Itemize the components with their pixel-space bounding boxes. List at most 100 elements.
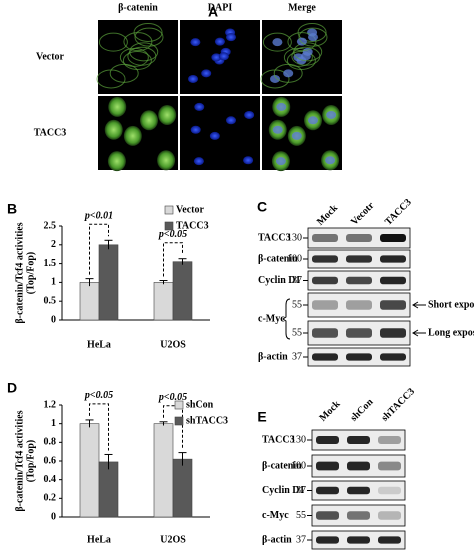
cell — [139, 110, 158, 131]
nucleus — [275, 157, 286, 166]
cell — [133, 22, 163, 42]
bar — [98, 461, 119, 518]
p-value: p<0.01 — [84, 211, 113, 222]
cell — [134, 27, 164, 47]
nucleus — [218, 52, 229, 61]
band — [378, 461, 401, 471]
p-value: p<0.05 — [158, 392, 187, 403]
nucleus — [211, 53, 222, 62]
x-tick-label: U2OS — [160, 534, 186, 545]
panel-label: A — [208, 4, 218, 20]
legend-swatch — [174, 416, 184, 426]
p-value: p<0.05 — [84, 390, 113, 401]
significance-bracket — [89, 403, 109, 451]
legend-swatch — [174, 400, 184, 410]
marker-label: 55 — [292, 299, 302, 310]
cell — [273, 63, 303, 83]
bar — [79, 282, 100, 321]
nucleus — [272, 38, 283, 47]
nucleus — [226, 33, 237, 42]
bar — [79, 423, 100, 518]
band — [312, 328, 338, 338]
nucleus — [214, 37, 225, 46]
legend-label: shCon — [186, 399, 214, 410]
band — [347, 511, 370, 520]
marker-label: 37 — [296, 534, 306, 545]
nucleus — [276, 102, 287, 111]
exposure-label: Short exposure — [428, 299, 474, 310]
y-tick-label: 1.2 — [44, 399, 57, 410]
significance-bracket — [163, 405, 183, 449]
protein-label: Cyclin D1 — [262, 485, 305, 496]
nucleus — [307, 116, 318, 125]
significance-bracket — [89, 223, 109, 275]
protein-label: β-catenin — [262, 460, 302, 471]
y-tick-label: 0.4 — [44, 474, 57, 485]
band — [380, 234, 406, 242]
nucleus — [283, 69, 294, 78]
band — [380, 328, 406, 338]
band — [312, 234, 338, 242]
error-bar — [85, 419, 94, 428]
brace — [282, 298, 291, 340]
cell — [104, 119, 123, 140]
y-axis-label: β-catenin/Tcf4 activities — [14, 410, 25, 511]
band — [312, 353, 338, 361]
protein-label: TACC3 — [258, 232, 291, 243]
panel-label: B — [7, 201, 17, 217]
marker-label: 55 — [292, 327, 302, 338]
band — [346, 276, 372, 285]
protein-label: c-Myc — [262, 510, 289, 521]
arrow — [412, 329, 426, 337]
band — [378, 436, 401, 444]
marker-label: 100 — [291, 460, 306, 471]
lane-label: shCon — [348, 396, 375, 423]
band — [378, 486, 401, 495]
cell — [298, 27, 328, 47]
band — [312, 300, 338, 310]
band — [380, 353, 406, 361]
band — [347, 436, 370, 444]
cell — [98, 32, 128, 52]
nucleus — [325, 156, 336, 165]
nucleus — [300, 52, 311, 61]
cell — [108, 96, 127, 117]
column-header: DAPI — [208, 2, 233, 13]
panel-label: E — [257, 409, 266, 425]
arrow — [412, 301, 426, 309]
cell — [287, 32, 317, 52]
legend-label: shTACC3 — [186, 415, 228, 426]
marker-label: 37 — [296, 485, 306, 496]
band — [316, 436, 339, 444]
error-bar — [104, 239, 113, 250]
band — [347, 461, 370, 471]
lane-label: Mock — [315, 202, 340, 227]
y-axis-label: (Top/Fop) — [25, 440, 36, 482]
nucleus — [225, 116, 236, 125]
nucleus — [188, 74, 199, 83]
nucleus — [272, 125, 283, 134]
exposure-label: Long exposure — [428, 327, 474, 338]
y-axis-label: β-catenin/Tcf4 activities — [14, 222, 25, 323]
lane-label: shTACC3 — [379, 386, 417, 424]
y-tick-label: 1 — [51, 277, 56, 288]
band — [346, 328, 372, 338]
y-axis-label: (Top/Fop) — [25, 252, 36, 294]
nucleus — [209, 131, 220, 140]
marker-label: 37 — [292, 275, 302, 286]
band — [347, 536, 370, 544]
cell — [262, 32, 292, 52]
y-tick-label: 0 — [51, 314, 56, 325]
band — [378, 536, 401, 544]
error-bar — [159, 280, 168, 285]
marker-label: 55 — [296, 510, 306, 521]
x-tick-label: U2OS — [160, 339, 186, 350]
y-tick-label: 0.6 — [44, 455, 57, 466]
y-tick-label: 0.5 — [44, 295, 57, 306]
cell — [107, 151, 126, 172]
nucleus — [190, 125, 201, 134]
band — [346, 255, 372, 263]
cell — [123, 32, 153, 52]
nucleus — [244, 110, 255, 119]
